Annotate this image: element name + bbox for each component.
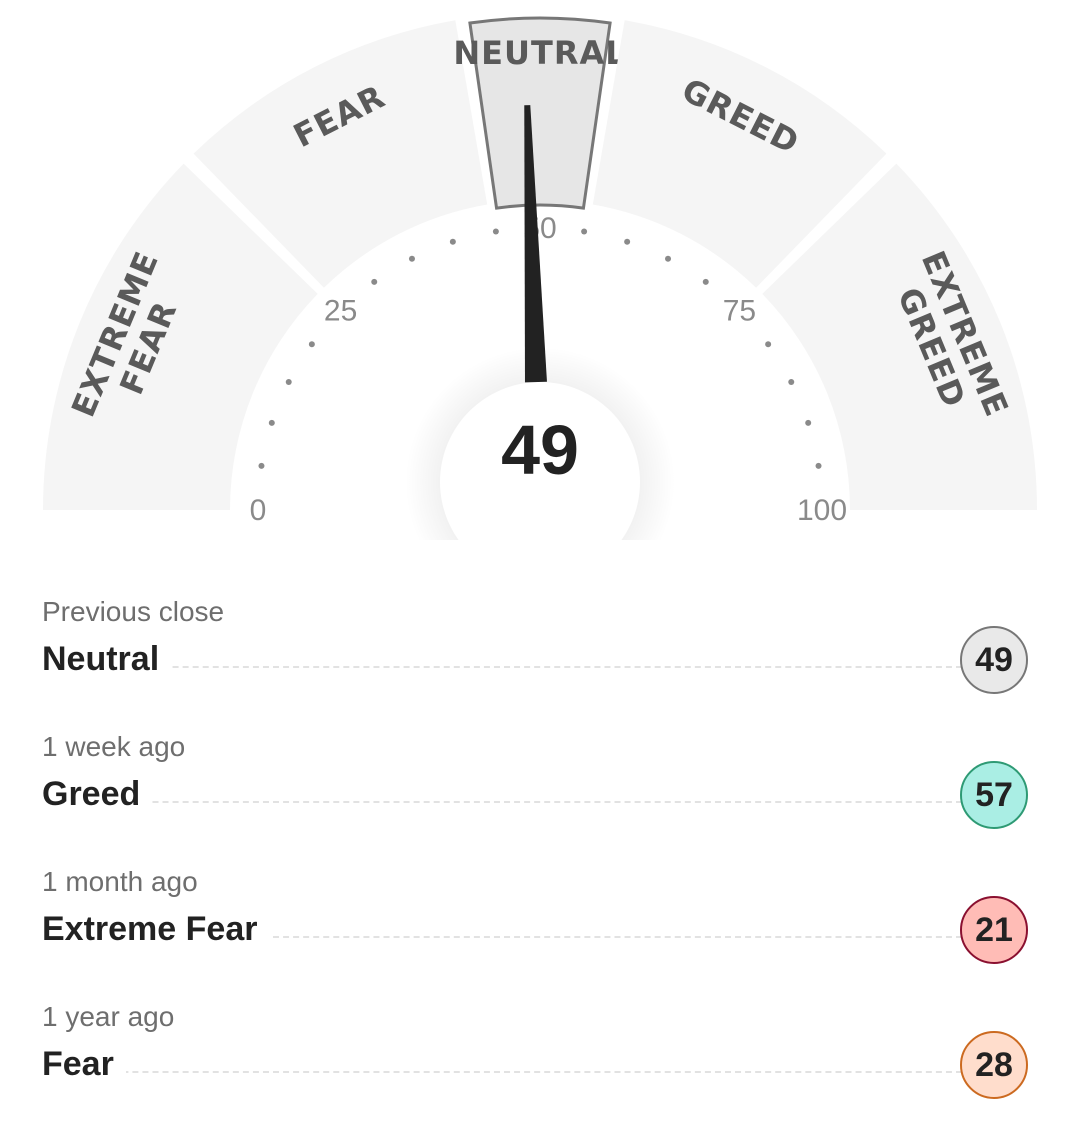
history-value-badge: 57 bbox=[960, 761, 1028, 829]
tick-dot bbox=[449, 238, 456, 245]
tick-label: 0 bbox=[250, 494, 267, 527]
history-value-badge: 28 bbox=[960, 1031, 1028, 1099]
tick-dot bbox=[624, 238, 631, 245]
tick-dot bbox=[702, 278, 709, 285]
tick-label: 100 bbox=[797, 494, 847, 527]
history-rating: Extreme Fear bbox=[42, 910, 270, 949]
tick-label: 75 bbox=[723, 295, 756, 328]
tick-dot bbox=[492, 228, 499, 235]
tick-label: 25 bbox=[324, 295, 357, 328]
history-rating: Greed bbox=[42, 775, 153, 814]
tick-dot bbox=[258, 462, 265, 469]
tick-dot bbox=[765, 341, 772, 348]
dashed-divider bbox=[42, 801, 962, 803]
segment-extreme-greed bbox=[762, 163, 1037, 510]
history-when: 1 week ago bbox=[42, 731, 186, 762]
needle bbox=[524, 105, 547, 383]
dashed-divider bbox=[42, 666, 962, 668]
current-value: 49 bbox=[501, 411, 579, 489]
history-when: 1 year ago bbox=[42, 1001, 175, 1032]
history-when: 1 month ago bbox=[42, 866, 198, 897]
center-circle bbox=[440, 382, 640, 540]
segment-label: NEUTRAL bbox=[453, 34, 626, 72]
history-row: 1 week ago Greed 57 bbox=[42, 731, 1032, 851]
tick-dot bbox=[308, 341, 315, 348]
history-row: Previous close Neutral 49 bbox=[42, 596, 1032, 716]
segment-greed bbox=[592, 20, 887, 288]
tick-dot bbox=[815, 462, 822, 469]
history-rating: Fear bbox=[42, 1045, 126, 1084]
tick-dot bbox=[665, 255, 672, 262]
tick-dot bbox=[268, 419, 275, 426]
tick-dot bbox=[805, 419, 812, 426]
tick-dot bbox=[788, 378, 795, 385]
history-rating: Neutral bbox=[42, 640, 172, 679]
history-value-badge: 21 bbox=[960, 896, 1028, 964]
fear-greed-gauge: EXTREMEFEARFEARNEUTRALGREEDEXTREMEGREED … bbox=[43, 16, 1037, 540]
segment-extreme-fear bbox=[43, 163, 318, 510]
dashed-divider bbox=[42, 1071, 962, 1073]
tick-dot bbox=[285, 378, 292, 385]
dashed-divider bbox=[42, 936, 962, 938]
segment-fear bbox=[193, 20, 488, 288]
tick-dot bbox=[371, 278, 378, 285]
tick-dot bbox=[408, 255, 415, 262]
history-row: 1 month ago Extreme Fear 21 bbox=[42, 866, 1032, 986]
history-when: Previous close bbox=[42, 596, 225, 627]
tick-dot bbox=[581, 228, 588, 235]
history-value-badge: 49 bbox=[960, 626, 1028, 694]
history-row: 1 year ago Fear 28 bbox=[42, 1001, 1032, 1121]
